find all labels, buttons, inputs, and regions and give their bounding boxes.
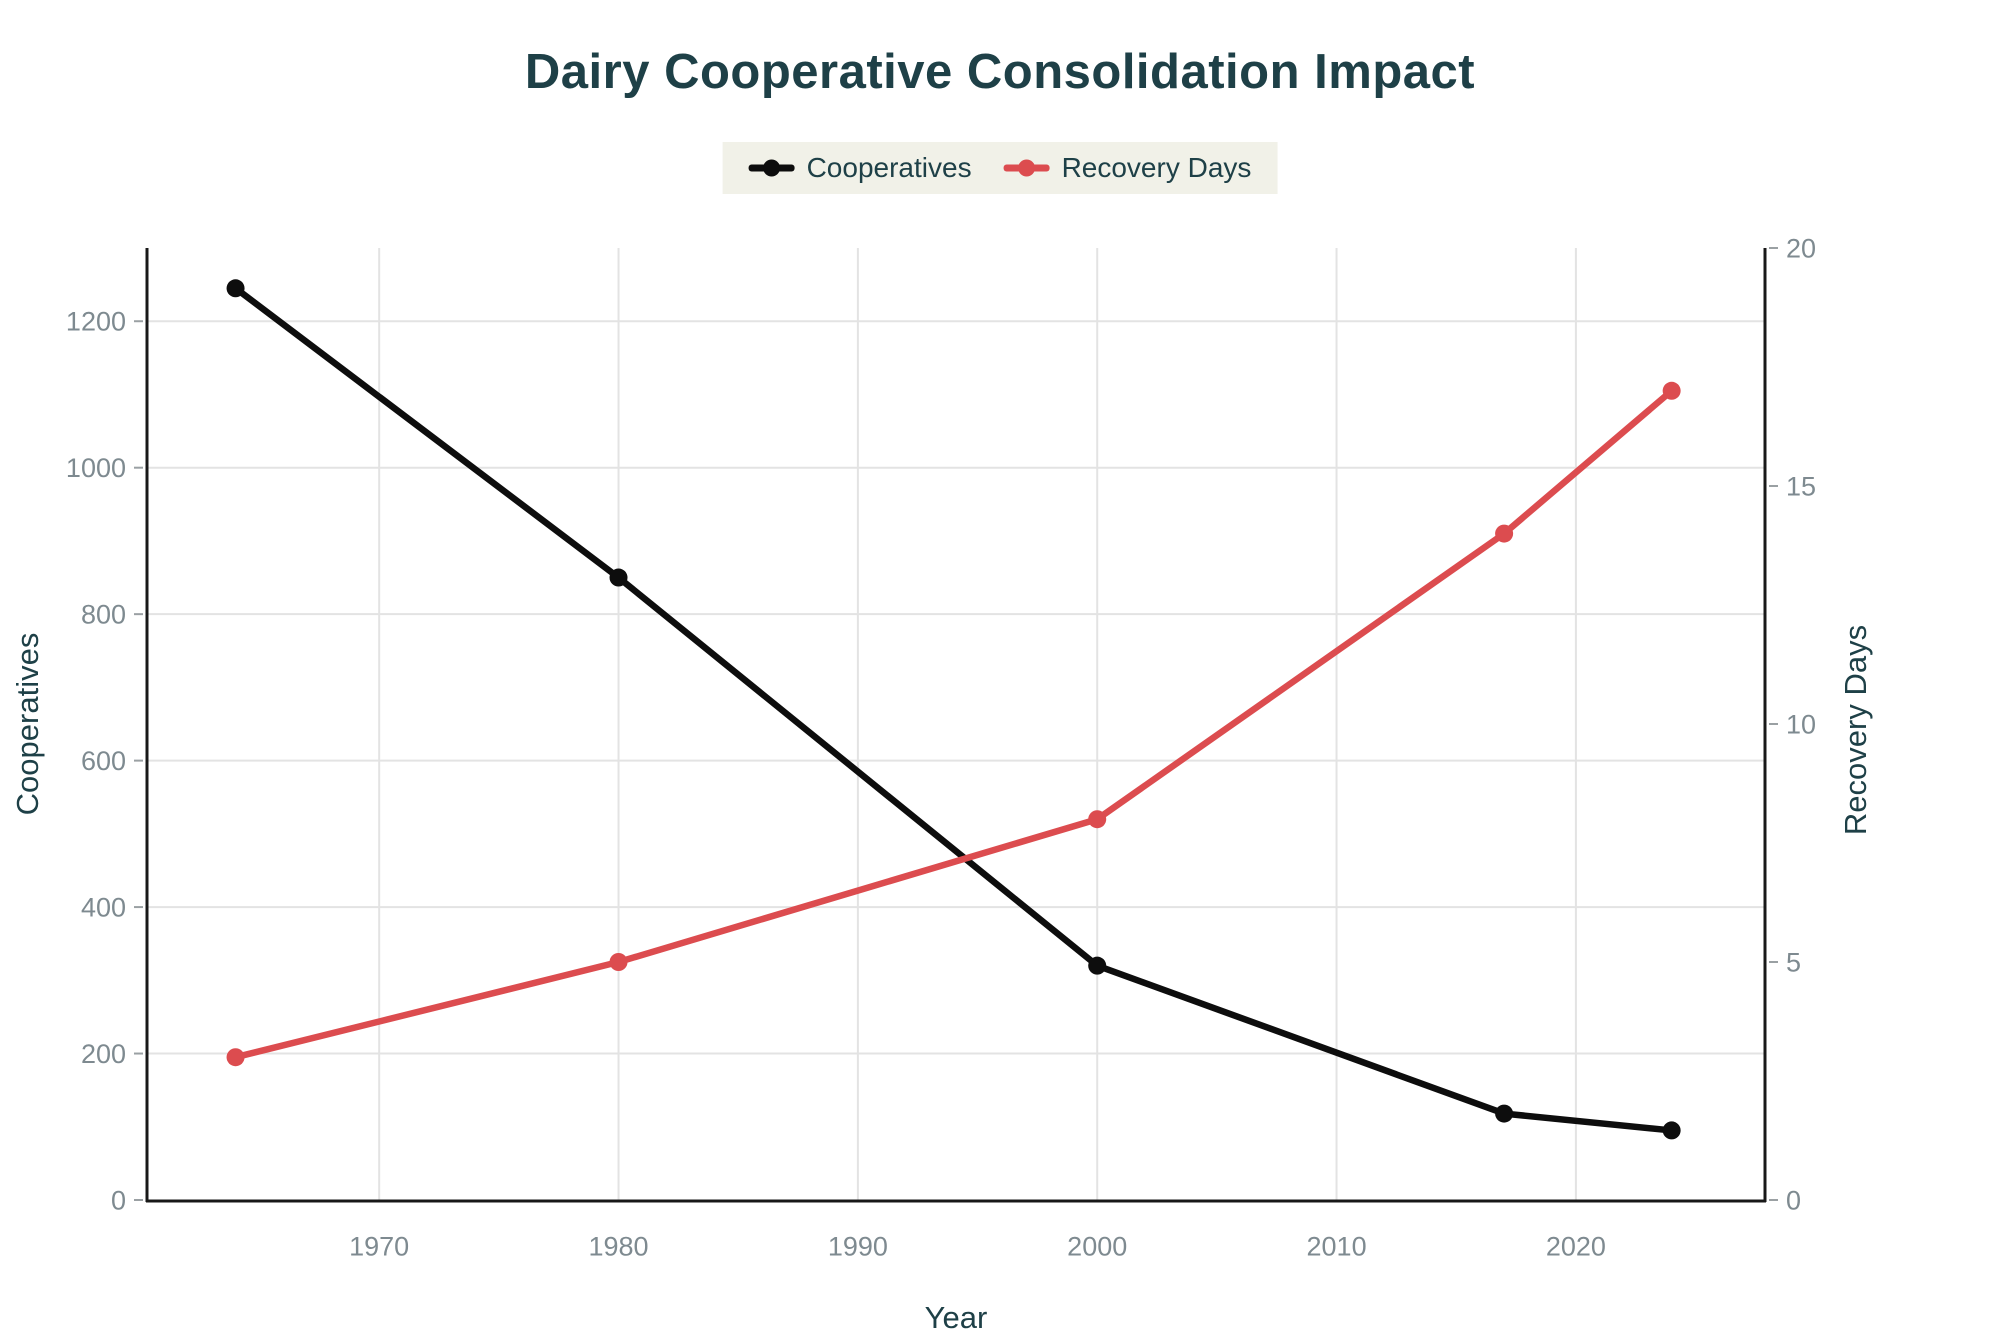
left-axis-tick-label: 800 — [81, 600, 126, 630]
left-axis-tick-label: 400 — [81, 893, 126, 923]
recovery-days-line — [232, 387, 1675, 1061]
recovery-days-data-point-marker[interactable] — [609, 953, 628, 971]
cooperatives-data-point-marker[interactable] — [609, 568, 628, 587]
recovery-days-data-point-marker[interactable] — [1495, 524, 1514, 543]
left-axis-title: Cooperatives — [10, 632, 45, 816]
legend-label-recovery-days: Recovery Days — [1061, 152, 1252, 183]
left-axis-tick-label: 200 — [81, 1039, 126, 1069]
recovery-days-data-point-marker[interactable] — [1662, 381, 1681, 400]
right-axis-tick-label: 0 — [1786, 1185, 1801, 1215]
right-axis-tick-label: 15 — [1786, 471, 1816, 501]
x-axis-tick-label: 1990 — [828, 1231, 888, 1261]
right-axis-tick-label: 20 — [1786, 233, 1816, 263]
left-axis-tick-label: 600 — [81, 746, 126, 776]
left-axis-tick-label: 0 — [111, 1185, 126, 1215]
left-axis-tick-label: 1200 — [66, 307, 126, 337]
recovery-days-line-marker-icon — [1003, 159, 1050, 177]
cooperatives-data-point-marker[interactable] — [226, 279, 245, 298]
right-axis-tick-label: 10 — [1786, 709, 1816, 739]
legend-label-cooperatives: Cooperatives — [806, 152, 972, 183]
cooperatives-data-point-marker[interactable] — [1662, 1121, 1681, 1140]
right-axis-title: Recovery Days — [1838, 624, 1873, 836]
x-axis-tick-label: 1970 — [349, 1231, 409, 1261]
cooperatives-line-marker-icon — [748, 159, 795, 177]
recovery-days-data-point-marker[interactable] — [226, 1048, 245, 1067]
cooperatives-data-point-marker[interactable] — [1495, 1104, 1514, 1123]
legend-item-recovery-days[interactable]: Recovery Days — [1003, 152, 1252, 184]
x-axis-tick-label: 2010 — [1307, 1231, 1367, 1261]
legend: Cooperatives Recovery Days — [722, 142, 1278, 194]
legend-item-cooperatives[interactable]: Cooperatives — [748, 152, 972, 184]
x-axis-tick-label: 2000 — [1067, 1231, 1127, 1261]
x-axis-title: Year — [924, 1300, 988, 1333]
chart-title: Dairy Cooperative Consolidation Impact — [524, 45, 1476, 99]
right-axis-tick-label: 5 — [1786, 947, 1801, 977]
recovery-days-data-point-marker[interactable] — [1088, 810, 1107, 829]
x-axis-tick-label: 1980 — [588, 1231, 648, 1261]
left-axis-tick-label: 1000 — [66, 453, 126, 483]
cooperatives-data-point-marker[interactable] — [1088, 956, 1107, 975]
x-axis-tick-label: 2020 — [1546, 1231, 1606, 1261]
